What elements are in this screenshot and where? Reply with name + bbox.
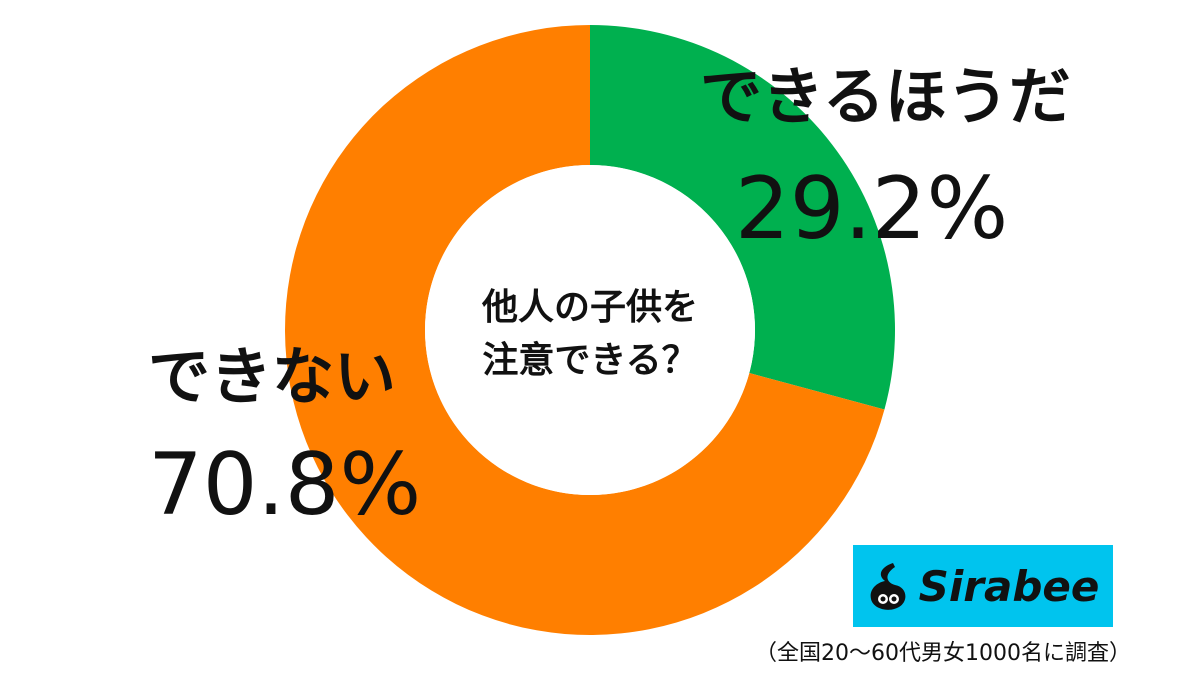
sirabee-mark-icon — [870, 563, 906, 610]
survey-footnote: （全国20～60代男女1000名に調査） — [755, 641, 1131, 666]
sirabee-logo: Sirabee — [853, 545, 1113, 627]
slice-value-can: 29.2% — [735, 159, 1009, 259]
donut-slice-cannot — [285, 25, 885, 636]
donut-slice-can — [590, 25, 895, 410]
logo-text: Sirabee — [918, 561, 1100, 611]
slice-value-cannot: 70.8% — [148, 435, 422, 535]
slice-label-can: できるほうだ — [700, 60, 1071, 133]
chart-title-line-2: 注意できる？ — [482, 340, 698, 381]
chart-title-line-1: 他人の子供を — [481, 287, 698, 328]
donut-slices — [285, 25, 895, 636]
slice-label-cannot: できない — [148, 340, 397, 413]
donut-hole — [425, 165, 755, 495]
